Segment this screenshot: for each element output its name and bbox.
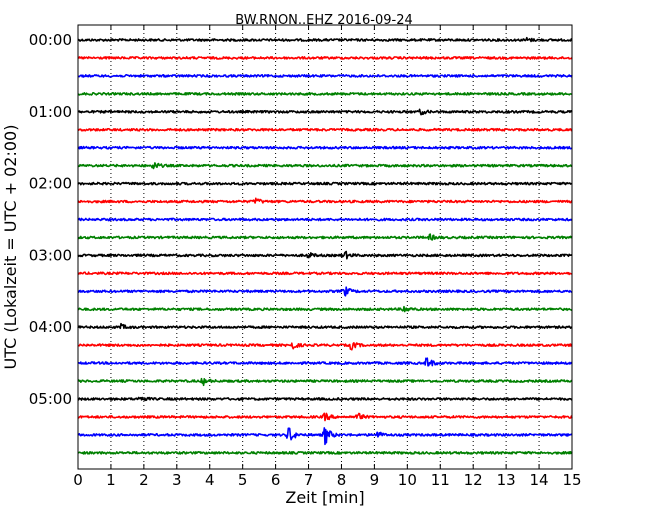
x-tick-label: 11 (431, 471, 450, 489)
y-tick-label: 02:00 (29, 175, 72, 193)
x-tick-label: 1 (106, 471, 116, 489)
x-tick-label: 15 (562, 471, 581, 489)
y-axis-ticks: 00:00 01:00 02:00 03:00 04:00 05:00 (29, 31, 572, 408)
trace-row (77, 162, 573, 170)
x-axis-label: Zeit [min] (285, 488, 364, 507)
trace-row (77, 56, 573, 60)
x-tick-label: 4 (205, 471, 215, 489)
vertical-grid (110, 25, 540, 469)
x-tick-label: 3 (172, 471, 182, 489)
x-tick-label: 10 (398, 471, 417, 489)
y-tick-label: 03:00 (29, 246, 72, 264)
x-tick-label: 5 (238, 471, 248, 489)
x-tick-label: 0 (73, 471, 83, 489)
seismic-traces (77, 36, 573, 455)
trace-row (77, 286, 573, 297)
x-tick-label: 2 (139, 471, 149, 489)
x-tick-label: 9 (370, 471, 380, 489)
x-axis-ticks: 0 1 2 3 4 5 6 7 8 9 10 11 12 13 14 15 (73, 25, 582, 489)
trace-row (77, 127, 573, 132)
trace-row (77, 181, 573, 186)
plot-frame (77, 24, 573, 470)
x-tick-label: 8 (337, 471, 347, 489)
y-tick-label: 05:00 (29, 390, 72, 408)
trace-row (77, 322, 573, 330)
trace-row (77, 357, 573, 367)
trace-row (77, 412, 573, 422)
trace-row (77, 233, 573, 241)
trace-row (77, 396, 573, 402)
trace-row (77, 271, 573, 276)
trace-row (77, 427, 573, 446)
trace-row (77, 108, 573, 116)
trace-row (77, 74, 573, 78)
trace-row (77, 342, 573, 351)
y-axis-label: UTC (Lokalzeit = UTC + 02:00) (1, 125, 20, 370)
trace-row (77, 36, 573, 43)
x-tick-label: 12 (464, 471, 483, 489)
trace-row (77, 91, 573, 96)
trace-row (77, 217, 573, 222)
x-tick-label: 7 (304, 471, 314, 489)
x-tick-label: 13 (497, 471, 516, 489)
trace-row (77, 305, 573, 313)
trace-row (77, 450, 573, 455)
trace-row (77, 197, 573, 204)
trace-row (77, 250, 573, 260)
y-tick-label: 04:00 (29, 318, 72, 336)
y-tick-label: 00:00 (29, 31, 72, 49)
y-tick-label: 01:00 (29, 103, 72, 121)
chart-title: BW.RNON..EHZ 2016-09-24 (235, 13, 413, 28)
trace-row (77, 145, 573, 150)
trace-row (77, 377, 573, 387)
x-tick-label: 14 (530, 471, 549, 489)
x-tick-label: 6 (271, 471, 281, 489)
